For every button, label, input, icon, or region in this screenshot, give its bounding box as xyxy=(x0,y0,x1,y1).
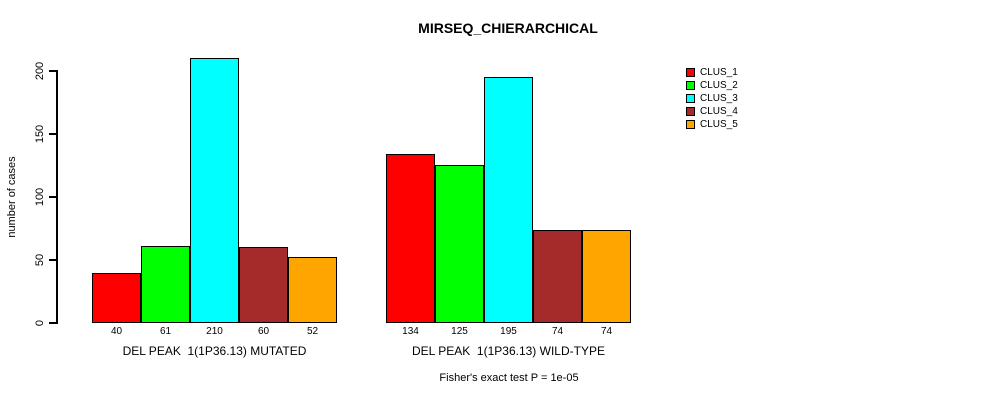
group-label: DEL PEAK 1(1P36.13) WILD-TYPE xyxy=(412,344,605,358)
legend-swatch-clus_2 xyxy=(686,81,695,90)
y-axis-tick xyxy=(49,322,56,324)
y-axis-tick-label: 200 xyxy=(34,61,46,81)
legend-item: CLUS_3 xyxy=(686,92,738,105)
bar-clus_4-group1 xyxy=(239,247,288,323)
bar-value-label: 60 xyxy=(257,326,270,337)
bar-clus_4-group2 xyxy=(533,230,582,323)
legend-item: CLUS_1 xyxy=(686,66,738,79)
y-axis-tick-label: 50 xyxy=(34,253,46,267)
bar-value-label: 40 xyxy=(110,326,123,337)
bar-clus_5-group2 xyxy=(582,230,631,323)
legend-label: CLUS_1 xyxy=(700,67,738,78)
bar-clus_1-group1 xyxy=(92,273,141,323)
legend-label: CLUS_3 xyxy=(700,93,738,104)
legend-swatch-clus_1 xyxy=(686,68,695,77)
legend-swatch-clus_5 xyxy=(686,120,695,129)
y-axis-tick xyxy=(49,133,56,135)
y-axis-tick xyxy=(49,259,56,261)
legend-label: CLUS_5 xyxy=(700,119,738,130)
y-axis-tick-label: 150 xyxy=(34,124,46,144)
y-axis-tick xyxy=(49,70,56,72)
bar-value-label: 195 xyxy=(500,326,517,337)
chart-title: MIRSEQ_CHIERARCHICAL xyxy=(418,20,598,36)
bar-value-label: 125 xyxy=(451,326,468,337)
y-axis-tick-label: 0 xyxy=(34,319,46,327)
bar-value-label: 74 xyxy=(600,326,613,337)
bar-value-label: 210 xyxy=(206,326,223,337)
legend-label: CLUS_4 xyxy=(700,106,738,117)
legend-item: CLUS_5 xyxy=(686,118,738,131)
footer-annotation: Fisher's exact test P = 1e-05 xyxy=(439,372,579,384)
bar-clus_1-group2 xyxy=(386,154,435,323)
bar-clus_2-group2 xyxy=(435,165,484,323)
bar-clus_3-group1 xyxy=(190,58,239,323)
bar-clus_3-group2 xyxy=(484,77,533,323)
bar-clus_5-group1 xyxy=(288,257,337,323)
y-axis-line xyxy=(56,70,58,324)
y-axis-label: number of cases xyxy=(6,156,18,238)
group-label: DEL PEAK 1(1P36.13) MUTATED xyxy=(122,344,307,358)
bar-value-label: 134 xyxy=(402,326,419,337)
bar-value-label: 74 xyxy=(551,326,564,337)
bar-value-label: 52 xyxy=(306,326,319,337)
legend-swatch-clus_3 xyxy=(686,94,695,103)
legend-swatch-clus_4 xyxy=(686,107,695,116)
y-axis-tick-label: 100 xyxy=(34,187,46,207)
legend-item: CLUS_4 xyxy=(686,105,738,118)
legend: CLUS_1 CLUS_2 CLUS_3 CLUS_4 CLUS_5 xyxy=(686,66,738,131)
bar-clus_2-group1 xyxy=(141,246,190,323)
legend-label: CLUS_2 xyxy=(700,80,738,91)
bar-value-label: 61 xyxy=(159,326,172,337)
y-axis-tick xyxy=(49,196,56,198)
legend-item: CLUS_2 xyxy=(686,79,738,92)
